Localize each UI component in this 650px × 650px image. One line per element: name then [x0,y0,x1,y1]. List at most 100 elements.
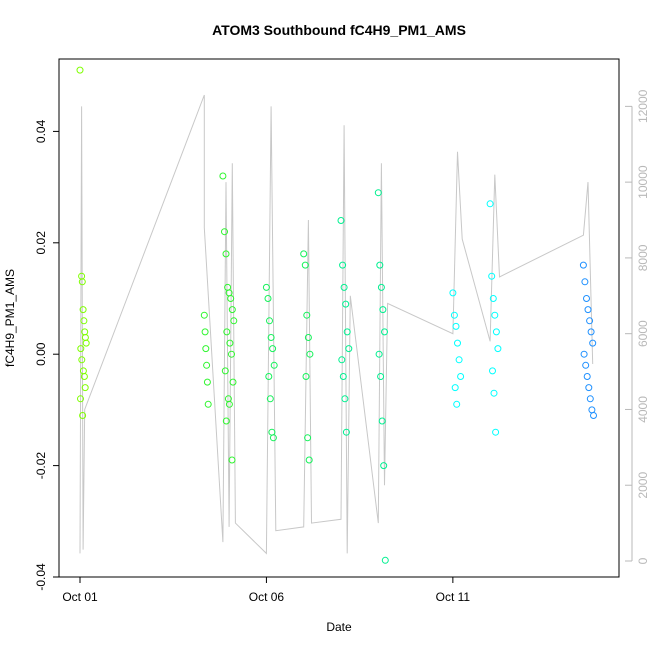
data-point [379,306,387,314]
data-point [454,339,461,347]
data-point [304,334,312,341]
secondary-trace-line [79,94,594,555]
data-point [222,250,230,258]
data-point [300,250,308,258]
data-point [338,356,346,364]
data-point [303,311,311,319]
data-point [81,334,89,341]
y-tick-label: 0.02 [34,231,48,255]
data-point [266,317,273,325]
data-point [228,306,236,314]
data-point [449,289,457,297]
data-point [337,217,345,224]
y-axis: -0.04 -0.02 0.00 0.02 0.04 [34,119,59,591]
data-point [78,272,86,280]
data-point [586,317,594,325]
data-point [580,350,588,358]
data-point [339,373,347,380]
data-point [79,367,87,375]
data-point [342,300,350,308]
x-tick-label: Oct 11 [436,590,471,604]
y-tick-label: 0.00 [34,342,48,366]
y2-tick-label: 0 [636,557,650,564]
data-point [457,373,465,380]
data-point [200,311,208,319]
points-layer [76,66,597,564]
data-point [488,272,496,280]
y-axis-label: fC4H9_PM1_AMS [3,269,17,367]
chart-title: ATOM3 Southbound fC4H9_PM1_AMS [212,22,466,38]
data-point [380,462,388,470]
data-point [489,367,496,375]
data-point [78,278,86,286]
data-point [80,373,88,380]
series-1 [200,172,238,464]
data-point [304,434,312,442]
data-point [582,361,590,369]
data-point [374,189,382,197]
data-point [79,412,87,419]
data-point [579,261,587,269]
data-point [586,395,594,403]
data-point [266,395,274,403]
data-point [223,328,231,336]
series-2 [262,250,314,464]
data-point [341,395,349,403]
series-3 [337,189,389,564]
data-point [489,295,497,302]
data-point [376,261,384,269]
data-point [583,373,591,380]
data-point [77,395,84,403]
data-point [585,384,593,392]
data-point [82,339,90,347]
data-point [203,361,211,369]
y2-tick-label: 2000 [636,472,650,499]
data-point [268,428,276,436]
data-point [451,384,459,392]
y2-tick-label: 12000 [636,89,650,123]
data-point [226,339,234,347]
data-point [201,328,209,336]
data-point [79,306,87,314]
data-point [262,283,270,291]
data-point [375,350,383,358]
data-point [227,295,235,302]
data-point [302,373,310,380]
data-point [204,400,212,408]
data-point [490,389,498,397]
y-tick-label: 0.04 [34,119,48,143]
data-point [378,417,386,425]
y2-axis: 0 2000 4000 6000 8000 10000 12000 [625,89,650,564]
data-point [342,428,350,436]
data-point [228,456,236,464]
data-point [230,317,238,325]
data-point [381,328,388,336]
y-tick-label: -0.04 [34,563,48,591]
data-point [494,345,502,353]
data-point [269,345,277,353]
data-point [269,434,277,442]
data-point [225,400,233,408]
data-point [589,339,597,347]
data-point [222,417,230,425]
y2-tick-label: 8000 [636,244,650,271]
y-tick-label: -0.02 [34,452,48,480]
data-point [381,556,389,564]
data-point [264,295,272,302]
data-point [267,334,275,341]
data-point [584,306,592,314]
x-tick-label: Oct 06 [249,590,285,604]
series-0 [76,66,90,419]
data-point [343,328,351,336]
data-point [203,378,211,386]
data-point [306,350,314,358]
data-point [588,406,596,414]
series-4 [449,200,502,436]
data-point [270,361,278,369]
data-point [486,200,494,208]
data-point [587,328,595,336]
data-point [453,400,461,408]
secondary-trace-layer [79,94,594,555]
